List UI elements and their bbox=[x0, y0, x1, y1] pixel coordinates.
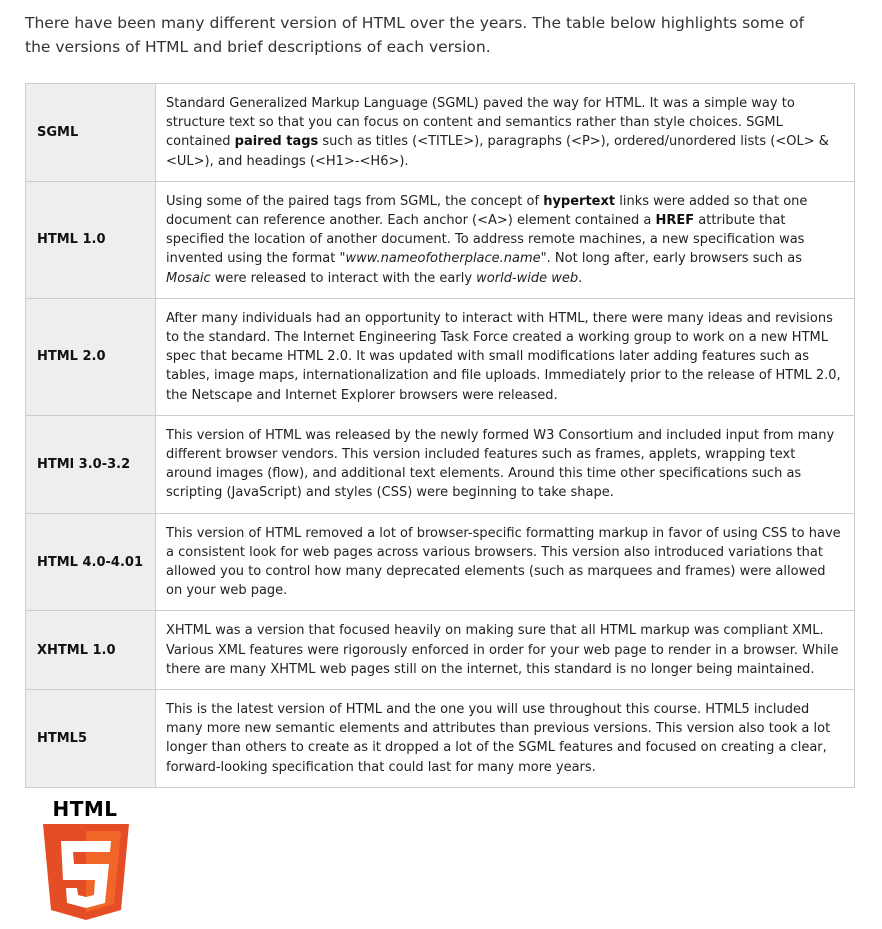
version-name: HTML5 bbox=[25, 689, 156, 788]
version-description: Standard Generalized Markup Language (SG… bbox=[155, 83, 855, 182]
table-row: HTML 1.0 Using some of the paired tags f… bbox=[25, 180, 855, 299]
html5-logo-word: HTML bbox=[52, 797, 118, 821]
italic-term: world-wide web bbox=[476, 270, 579, 286]
bold-term: hypertext bbox=[543, 193, 616, 209]
version-name: HTML 4.0-4.01 bbox=[25, 512, 156, 612]
table-row: HTML5 This is the latest version of HTML… bbox=[25, 689, 855, 788]
table-row: XHTML 1.0 XHTML was a version that focus… bbox=[25, 610, 855, 691]
html5-shield-icon bbox=[43, 824, 129, 920]
table-row: HTMl 3.0-3.2 This version of HTML was re… bbox=[25, 414, 855, 514]
version-description: This is the latest version of HTML and t… bbox=[155, 689, 855, 788]
version-description: XHTML was a version that focused heavily… bbox=[155, 610, 855, 691]
html5-logo: HTML bbox=[43, 797, 129, 923]
version-name: XHTML 1.0 bbox=[25, 610, 156, 691]
version-name: HTML 1.0 bbox=[25, 180, 156, 299]
version-name: HTML 2.0 bbox=[25, 297, 156, 416]
version-name: HTMl 3.0-3.2 bbox=[25, 414, 156, 514]
version-name: SGML bbox=[25, 83, 156, 182]
version-description: Using some of the paired tags from SGML,… bbox=[155, 180, 855, 299]
bold-term: paired tags bbox=[234, 134, 319, 150]
version-description: This version of HTML was released by the… bbox=[155, 414, 855, 514]
table-row: HTML 2.0 After many individuals had an o… bbox=[25, 297, 855, 416]
version-description: This version of HTML removed a lot of br… bbox=[155, 512, 855, 612]
table-row: SGML Standard Generalized Markup Languag… bbox=[25, 83, 855, 182]
italic-term: "www.nameofotherplace.name" bbox=[339, 251, 547, 267]
bold-term: HREF bbox=[655, 213, 695, 229]
html-versions-table: SGML Standard Generalized Markup Languag… bbox=[25, 83, 855, 788]
version-description: After many individuals had an opportunit… bbox=[155, 297, 855, 416]
table-row: HTML 4.0-4.01 This version of HTML remov… bbox=[25, 512, 855, 612]
italic-term: Mosaic bbox=[166, 270, 211, 286]
intro-paragraph: There have been many different version o… bbox=[25, 14, 805, 56]
numeral-five-glyph bbox=[61, 841, 111, 908]
